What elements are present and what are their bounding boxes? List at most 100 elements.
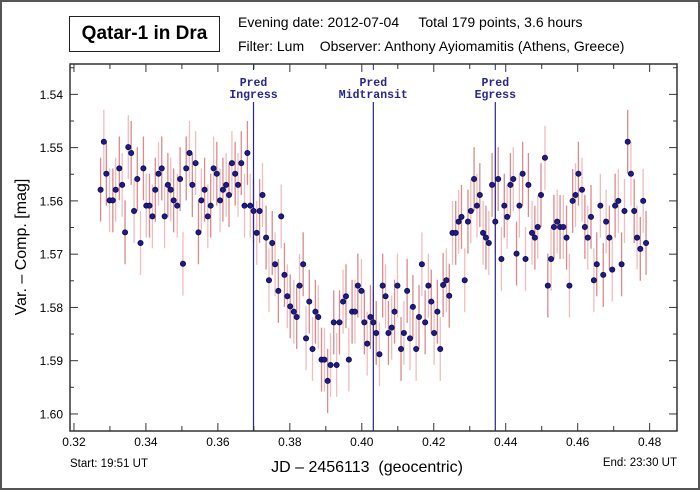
observer: Observer: Anthony Ayiomamitis (Athens, G…: [319, 38, 625, 54]
data-point: [446, 292, 453, 299]
data-point: [103, 170, 110, 177]
data-point: [495, 176, 502, 183]
data-point: [226, 192, 233, 199]
data-point: [624, 138, 631, 145]
data-point: [385, 329, 392, 336]
data-point: [440, 282, 447, 289]
data-point: [321, 356, 328, 363]
y-tick-label: 1.55: [40, 141, 64, 155]
data-point: [528, 229, 535, 236]
data-point: [354, 282, 361, 289]
data-point: [324, 377, 331, 384]
data-point: [137, 239, 144, 246]
data-point: [158, 165, 165, 172]
x-tick-labels: 0.32 0.34 0.36 0.38 0.40 0.42 0.44 0.46 0.48: [62, 435, 661, 449]
data-point: [413, 345, 420, 352]
data-point: [407, 335, 414, 342]
data-point: [431, 329, 438, 336]
data-point: [382, 293, 389, 300]
info-line-1: Evening date: 2012-07-04 Total 179 point…: [238, 14, 583, 30]
data-point: [631, 208, 638, 215]
data-point: [544, 282, 551, 289]
data-point: [579, 186, 586, 193]
data-point: [603, 218, 610, 225]
data-point: [373, 329, 380, 336]
data-point: [522, 255, 529, 262]
data-point: [566, 282, 573, 289]
data-point: [244, 149, 251, 156]
data-point: [480, 229, 487, 236]
data-point: [489, 181, 496, 188]
data-point: [263, 234, 270, 241]
info-line-2: Filter: Lum Observer: Anthony Ayiomamiti…: [238, 38, 624, 54]
data-point: [232, 170, 239, 177]
data-point: [217, 197, 224, 204]
data-point: [404, 287, 411, 294]
data-point: [422, 319, 429, 326]
ingress-label-pred: Pred: [240, 77, 268, 90]
data-point: [606, 234, 613, 241]
data-point: [358, 287, 365, 294]
data-point: [97, 186, 104, 193]
y-tick-label: 1.56: [40, 194, 64, 208]
data-point: [269, 239, 276, 246]
data-point: [428, 298, 435, 305]
data-point: [284, 293, 291, 300]
data-point: [204, 213, 211, 220]
data-point: [643, 239, 650, 246]
data-point: [336, 319, 343, 326]
data-point: [409, 303, 416, 310]
y-tick-label: 1.54: [40, 88, 64, 102]
data-point: [161, 213, 168, 220]
data-point: [256, 208, 263, 215]
data-point: [534, 223, 541, 230]
end-time: End: 23:30 UT: [603, 457, 677, 469]
data-point: [247, 202, 254, 209]
data-point: [504, 213, 511, 220]
x-tick-label: 0.36: [206, 435, 230, 449]
data-point: [179, 260, 186, 267]
data-point: [398, 345, 405, 352]
data-point: [265, 277, 272, 284]
data-point: [584, 234, 591, 241]
data-point: [186, 149, 193, 156]
data-point: [458, 213, 465, 220]
data-point: [364, 340, 371, 347]
data-point: [340, 298, 347, 305]
data-point: [581, 223, 588, 230]
data-point: [516, 202, 523, 209]
data-point: [228, 160, 235, 167]
data-point: [128, 149, 135, 156]
data-point: [554, 218, 561, 225]
data-point: [425, 282, 432, 289]
y-tick-label: 1.58: [40, 301, 64, 315]
data-point: [492, 218, 499, 225]
data-point: [437, 345, 444, 352]
evening-date: Evening date: 2012-07-04: [238, 14, 400, 30]
data-point: [572, 192, 579, 199]
start-time: Start: 19:51 UT: [70, 458, 148, 470]
data-point: [634, 234, 641, 241]
data-point: [379, 282, 386, 289]
data-point: [170, 197, 177, 204]
chart-title: Qatar-1 in Dra: [69, 16, 220, 52]
data-point: [342, 293, 349, 300]
data-point: [361, 319, 368, 326]
data-point: [600, 271, 607, 278]
x-tick-label: 0.42: [422, 435, 446, 449]
data-points: [97, 138, 650, 384]
data-point: [627, 170, 634, 177]
data-point: [376, 351, 383, 358]
data-point: [250, 208, 257, 215]
data-point: [253, 229, 260, 236]
data-point: [300, 261, 307, 268]
data-point: [149, 213, 156, 220]
data-point: [637, 245, 644, 252]
data-point: [482, 234, 489, 241]
data-point: [192, 160, 199, 167]
data-point: [330, 319, 337, 326]
data-point: [575, 170, 582, 177]
x-axis-label: JD – 2456113 (geocentric): [271, 459, 463, 476]
